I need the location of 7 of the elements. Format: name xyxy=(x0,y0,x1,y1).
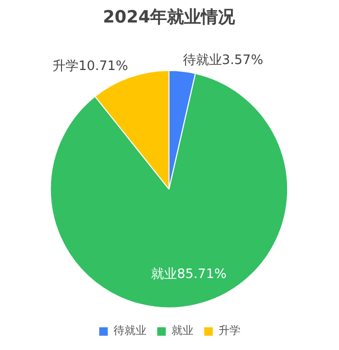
legend-label: 升学 xyxy=(218,323,240,338)
legend-label: 就业 xyxy=(172,323,194,338)
data-label: 待就业3.57% xyxy=(182,52,264,68)
data-label: 就业85.71% xyxy=(151,267,227,282)
data-label: 升学10.71% xyxy=(52,58,128,74)
legend-label: 待就业 xyxy=(114,323,146,338)
chart-title: 2024年就业情况 xyxy=(102,8,236,28)
